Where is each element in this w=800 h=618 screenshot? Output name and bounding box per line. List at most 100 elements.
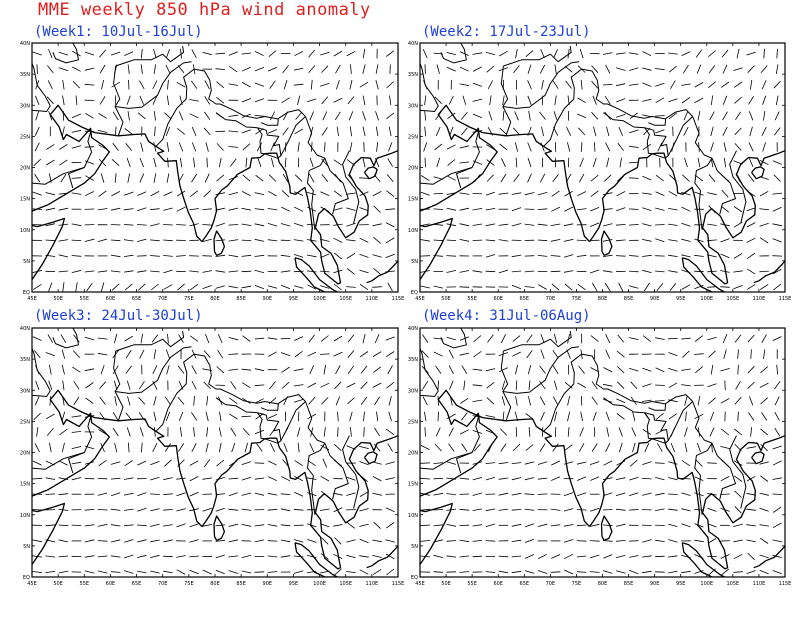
wind-vector: [433, 492, 444, 496]
wind-vector: [45, 493, 56, 495]
wind-vector: [189, 113, 199, 119]
wind-vector: [707, 507, 717, 512]
wind-vector: [346, 268, 355, 275]
wind-vector: [589, 461, 600, 465]
wind-vector: [708, 65, 716, 74]
wind-vector: [746, 51, 756, 56]
wind-vector: [34, 173, 41, 183]
wind-vector: [153, 142, 157, 152]
wind-vector: [434, 143, 443, 151]
wind-vector: [163, 539, 173, 543]
wind-vector: [552, 443, 559, 452]
country-border: [280, 401, 306, 441]
lon-tick-label: 95E: [676, 581, 686, 587]
wind-vector: [591, 381, 598, 390]
wind-vector: [191, 380, 197, 390]
coastline: [751, 451, 765, 465]
wind-vector: [616, 83, 626, 87]
wind-vector: [215, 192, 225, 195]
wind-vector: [110, 555, 121, 558]
wind-vector: [189, 283, 199, 291]
wind-vector: [373, 521, 381, 529]
wind-vector: [668, 413, 678, 420]
coastline: [600, 230, 613, 256]
coastline: [681, 257, 726, 292]
country-border: [115, 46, 185, 67]
wind-vector: [541, 126, 544, 137]
wind-vector: [123, 254, 134, 257]
wind-vector: [35, 380, 40, 390]
wind-vector: [668, 493, 678, 495]
wind-vector: [629, 67, 639, 71]
wind-vector: [360, 365, 368, 374]
wind-vector: [668, 223, 678, 226]
wind-vector: [422, 380, 429, 390]
wind-vector: [125, 142, 133, 151]
wind-vector: [388, 396, 392, 406]
wind-vector: [385, 461, 395, 465]
wind-vector: [307, 523, 317, 528]
wind-vector: [163, 224, 173, 226]
wind-vector: [321, 65, 329, 73]
wind-vector: [322, 458, 328, 468]
wind-vector: [631, 427, 637, 437]
wind-vector: [385, 477, 395, 481]
wind-vector: [759, 237, 769, 244]
wind-vector: [359, 283, 369, 291]
wind-vector: [747, 552, 755, 561]
wind-vector: [219, 411, 222, 422]
wind-vector: [579, 48, 584, 59]
wind-vector: [123, 270, 134, 273]
wind-vector: [337, 411, 339, 422]
wind-vector: [733, 270, 743, 273]
wind-vector: [434, 443, 442, 452]
wind-vector: [45, 555, 56, 558]
wind-vector: [193, 395, 195, 406]
wind-vector: [472, 113, 482, 119]
lat-tick-label: 10N: [20, 228, 30, 234]
wind-vector: [215, 569, 225, 575]
wind-vector: [307, 413, 317, 420]
wind-vector: [335, 365, 341, 375]
wind-vector: [655, 539, 665, 542]
wind-vector: [642, 367, 652, 372]
wind-vector: [459, 66, 469, 72]
wind-vector: [577, 476, 587, 481]
wind-vector: [363, 427, 365, 437]
wind-vector: [602, 524, 613, 527]
wind-vector: [269, 80, 276, 89]
wind-vector: [696, 64, 702, 74]
wind-vector: [602, 52, 613, 55]
wind-vector: [435, 427, 441, 437]
wind-vector: [590, 174, 599, 182]
wind-vector: [230, 427, 237, 437]
wind-vector: [165, 48, 170, 59]
wind-vector: [459, 429, 469, 435]
wind-vector: [424, 95, 427, 106]
wind-vector: [511, 192, 522, 195]
wind-vector: [746, 284, 756, 290]
wind-vector: [763, 48, 765, 59]
wind-vector: [62, 380, 65, 391]
wind-vector: [73, 334, 80, 343]
wind-vector: [241, 554, 252, 559]
wind-vector: [58, 51, 69, 56]
wind-vector: [459, 539, 470, 543]
wind-vector: [472, 492, 483, 496]
wind-vector: [336, 79, 340, 90]
wind-vector: [112, 427, 119, 437]
wind-vector: [668, 208, 678, 211]
lon-tick-label: 105E: [727, 581, 740, 587]
wind-vector: [605, 349, 611, 359]
wind-vector: [763, 111, 766, 121]
wind-vector: [422, 49, 428, 59]
wind-vector: [721, 189, 729, 198]
wind-vector: [230, 381, 237, 390]
wind-vector: [681, 222, 691, 227]
wind-vector: [576, 461, 587, 465]
country-border: [342, 435, 360, 509]
wind-vector: [734, 127, 742, 136]
wind-vector: [472, 270, 483, 273]
wind-vector: [668, 570, 678, 574]
country-border: [52, 43, 79, 64]
